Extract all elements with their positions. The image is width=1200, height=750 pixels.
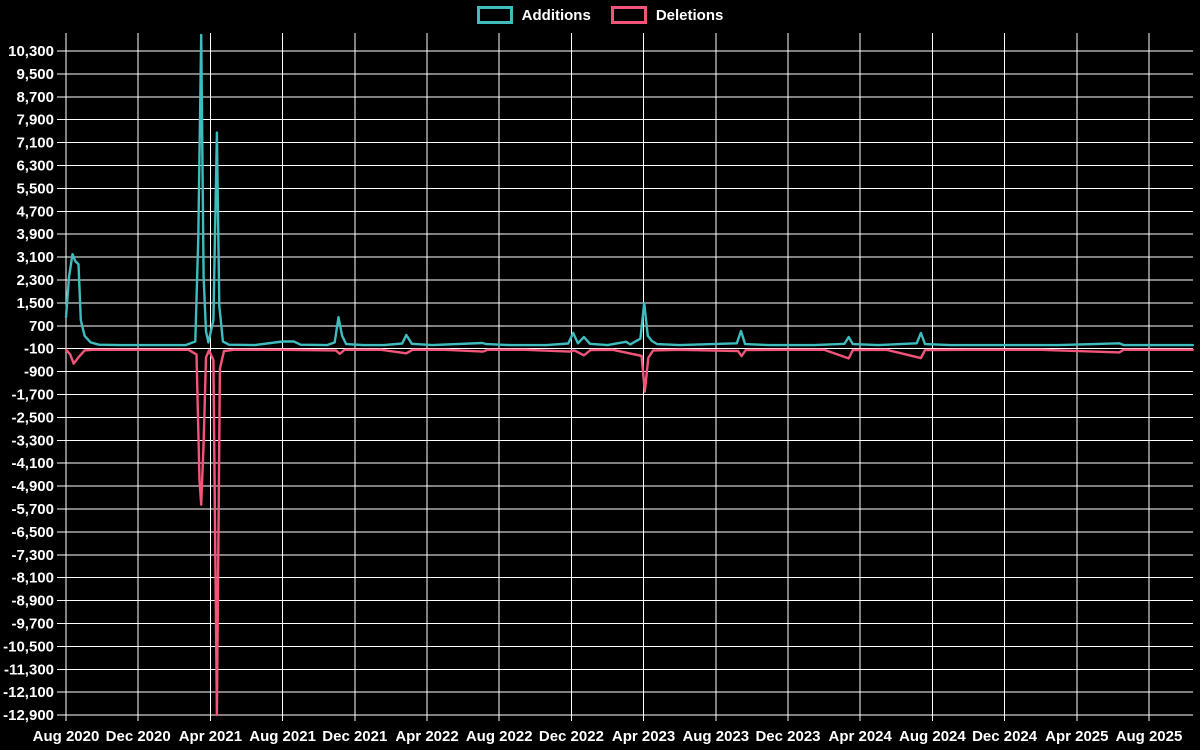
y-axis-tick-label: 5,500	[16, 180, 54, 197]
x-axis-tick-label: Dec 2023	[755, 728, 820, 745]
y-axis-tick-label: -9,700	[11, 616, 54, 633]
x-axis-tick-label: Aug 2023	[682, 728, 749, 745]
x-axis-tick-label: Dec 2021	[322, 728, 387, 745]
y-axis-tick-label: -6,500	[11, 524, 54, 541]
x-axis-tick-label: Apr 2021	[179, 728, 242, 745]
axis-labels: 10,300 9,500 8,700 7,900 7,100 6,300 5,500 4,70…	[3, 43, 1182, 745]
y-axis-tick-label: 3,900	[16, 226, 54, 243]
additions-swatch-icon	[476, 6, 513, 24]
deletions-swatch-icon	[610, 6, 647, 24]
x-axis-tick-label: Apr 2022	[395, 728, 458, 745]
y-axis-tick-label: -900	[24, 364, 54, 381]
x-axis-tick-label: Aug 2024	[899, 728, 966, 745]
legend-label-deletions: Deletions	[655, 6, 724, 24]
y-axis-tick-label: 700	[29, 318, 54, 335]
y-axis-tick-label: -2,500	[11, 409, 54, 426]
chart-legend: Additions Deletions	[0, 6, 1200, 24]
legend-item-deletions[interactable]: Deletions	[610, 6, 724, 24]
x-axis-tick-label: Dec 2020	[106, 728, 171, 745]
x-axis-tick-label: Apr 2025	[1045, 728, 1108, 745]
y-axis-tick-label: 9,500	[16, 66, 54, 83]
deletions-line	[64, 348, 1195, 717]
y-axis-tick-label: -12,100	[3, 684, 54, 701]
y-axis-tick-label: 10,300	[8, 43, 54, 60]
x-axis-tick-label: Apr 2023	[612, 728, 675, 745]
legend-item-additions[interactable]: Additions	[476, 6, 591, 24]
y-axis-tick-label: -12,900	[3, 707, 54, 724]
y-axis-tick-label: -1,700	[11, 387, 54, 404]
x-axis-tick-label: Aug 2021	[249, 728, 316, 745]
y-axis-tick-label: -4,900	[11, 478, 54, 495]
y-axis-tick-label: 6,300	[16, 158, 54, 175]
y-axis-tick-label: -3,300	[11, 432, 54, 449]
x-axis-tick-label: Apr 2024	[829, 728, 893, 745]
y-axis-tick-label: 2,300	[16, 272, 54, 289]
y-axis-tick-label: -4,100	[11, 455, 54, 472]
x-axis-tick-label: Aug 2022	[466, 728, 533, 745]
y-axis-tick-label: -100	[24, 341, 54, 358]
y-axis-tick-label: 7,900	[16, 112, 54, 129]
y-axis-tick-label: -7,300	[11, 547, 54, 564]
x-axis-tick-label: Aug 2025	[1116, 728, 1183, 745]
x-axis-tick-label: Dec 2024	[972, 728, 1038, 745]
additions-line	[64, 33, 1195, 347]
y-axis-tick-label: -8,100	[11, 570, 54, 587]
y-axis-tick-label: -11,300	[4, 661, 54, 678]
y-axis-tick-label: -5,700	[11, 501, 54, 518]
gridlines	[57, 33, 1193, 721]
y-axis-tick-label: 1,500	[16, 295, 54, 312]
y-axis-tick-label: 3,100	[16, 249, 54, 266]
x-axis-tick-label: Aug 2020	[33, 728, 100, 745]
legend-label-additions: Additions	[521, 6, 591, 24]
y-axis-tick-label: -8,900	[11, 593, 54, 610]
y-axis-tick-label: -10,500	[3, 638, 54, 655]
y-axis-tick-label: 4,700	[16, 203, 54, 220]
y-axis-tick-label: 7,100	[16, 135, 54, 152]
y-axis-tick-label: 8,700	[16, 89, 54, 106]
x-axis-tick-label: Dec 2022	[539, 728, 604, 745]
